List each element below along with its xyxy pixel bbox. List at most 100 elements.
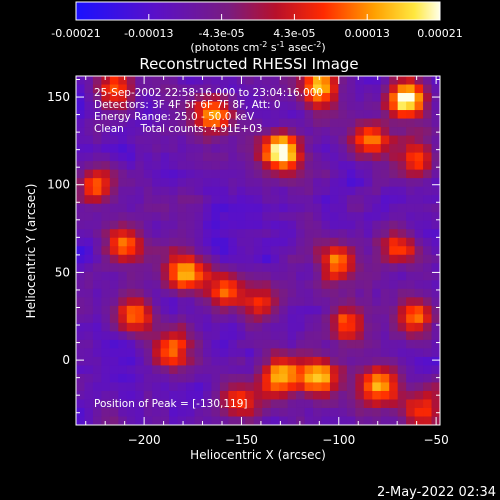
heatmap-pixel [177, 229, 187, 239]
heatmap-pixel [152, 288, 162, 298]
heatmap-pixel [279, 348, 289, 358]
heatmap-pixel [279, 212, 289, 222]
heatmap-pixel [152, 339, 162, 349]
heatmap-pixel [313, 246, 322, 256]
heatmap-pixel [431, 407, 441, 417]
heatmap-pixel [270, 101, 280, 111]
heatmap-pixel [253, 399, 263, 409]
heatmap-pixel [228, 135, 238, 145]
heatmap-pixel [329, 212, 339, 222]
heatmap-pixel [109, 263, 119, 273]
heatmap-pixel [202, 407, 212, 417]
heatmap-pixel [423, 297, 432, 307]
heatmap-pixel [389, 237, 399, 247]
heatmap-pixel [431, 212, 441, 222]
heatmap-pixel [219, 399, 229, 409]
heatmap-pixel [338, 237, 348, 247]
heatmap-pixel [126, 331, 136, 341]
heatmap-pixel [346, 161, 356, 171]
heatmap-pixel [287, 348, 297, 358]
heatmap-pixel [186, 220, 195, 230]
heatmap-pixel [126, 314, 136, 324]
heatmap-pixel [304, 152, 314, 162]
heatmap-pixel [262, 288, 272, 298]
heatmap-pixel [296, 195, 305, 205]
heatmap-pixel [313, 110, 322, 119]
heatmap-pixel [346, 212, 356, 222]
heatmap-pixel [152, 246, 162, 256]
heatmap-pixel [270, 237, 280, 247]
heatmap-pixel [270, 254, 280, 264]
heatmap-pixel [329, 322, 339, 332]
heatmap-pixel [423, 246, 432, 256]
heatmap-pixel [177, 348, 187, 358]
heatmap-pixel [338, 356, 348, 366]
heatmap-pixel [245, 263, 255, 273]
heatmap-pixel [211, 237, 221, 247]
heatmap-pixel [346, 118, 356, 128]
heatmap-pixel [313, 373, 322, 383]
heatmap-pixel [76, 178, 85, 188]
heatmap-pixel [152, 373, 162, 383]
heatmap-pixel [397, 195, 407, 205]
heatmap-pixel [346, 144, 356, 154]
heatmap-pixel [236, 305, 246, 315]
heatmap-pixel [355, 280, 365, 290]
heatmap-pixel [152, 93, 162, 102]
heatmap-pixel [253, 178, 263, 188]
heatmap-pixel [152, 365, 162, 375]
heatmap-pixel [228, 220, 238, 230]
heatmap-pixel [245, 135, 255, 145]
heatmap-pixel [92, 339, 102, 349]
heatmap-pixel [194, 356, 204, 366]
heatmap-pixel [101, 178, 111, 188]
heatmap-pixel [431, 135, 441, 145]
heatmap-pixel [338, 220, 348, 230]
heatmap-pixel [406, 365, 416, 375]
heatmap-pixel [118, 390, 128, 400]
heatmap-pixel [279, 229, 289, 239]
heatmap-pixel [126, 322, 136, 332]
heatmap-pixel [296, 127, 305, 136]
heatmap-pixel [236, 203, 246, 213]
heatmap-pixel [389, 271, 399, 281]
heatmap-pixel [118, 135, 128, 145]
heatmap-pixel [228, 144, 238, 154]
heatmap-pixel [423, 331, 432, 341]
heatmap-pixel [431, 101, 441, 111]
heatmap-pixel [262, 314, 272, 324]
heatmap-pixel [363, 203, 373, 213]
heatmap-pixel [372, 407, 382, 417]
heatmap-image [76, 76, 441, 426]
heatmap-pixel [245, 331, 255, 341]
heatmap-pixel [219, 382, 229, 392]
heatmap-pixel [321, 246, 331, 256]
heatmap-pixel [186, 101, 195, 111]
heatmap-pixel [245, 254, 255, 264]
heatmap-pixel [363, 254, 373, 264]
heatmap-pixel [101, 373, 111, 383]
heatmap-pixel [304, 186, 314, 196]
heatmap-pixel [84, 118, 94, 128]
heatmap-pixel [118, 297, 128, 307]
heatmap-pixel [152, 416, 162, 426]
heatmap-pixel [76, 399, 85, 409]
heatmap-pixel [152, 101, 162, 111]
heatmap-pixel [118, 254, 128, 264]
heatmap-pixel [262, 331, 272, 341]
heatmap-pixel [329, 373, 339, 383]
heatmap-pixel [118, 288, 128, 298]
heatmap-pixel [389, 220, 399, 230]
heatmap-pixel [76, 416, 85, 426]
heatmap-pixel [321, 390, 331, 400]
heatmap-pixel [160, 169, 170, 179]
heatmap-pixel [380, 339, 390, 349]
heatmap-pixel [287, 263, 297, 273]
heatmap-pixel [177, 373, 187, 383]
heatmap-pixel [329, 297, 339, 307]
heatmap-pixel [372, 339, 382, 349]
heatmap-pixel [253, 237, 263, 247]
heatmap-pixel [321, 280, 331, 290]
heatmap-pixel [101, 356, 111, 366]
heatmap-pixel [194, 229, 204, 239]
